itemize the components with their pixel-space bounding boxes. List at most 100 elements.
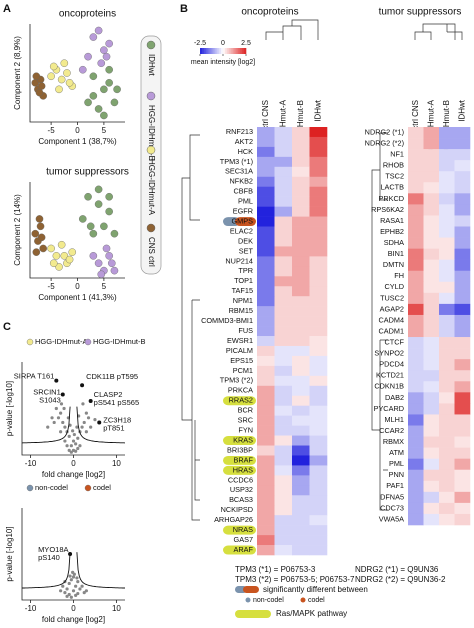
- colorbar-step: [226, 48, 230, 54]
- heatmap-cell: [454, 392, 471, 404]
- point: [39, 244, 47, 253]
- row-label: TAF15: [232, 286, 253, 295]
- pathway-highlight: [223, 455, 256, 465]
- heatmap-cell: [454, 160, 471, 172]
- significance-highlight: [235, 217, 256, 227]
- legend-swatch: [84, 338, 92, 346]
- point: [47, 72, 55, 81]
- heatmap-cell: [274, 127, 293, 138]
- heatmap-cell: [439, 480, 455, 493]
- legend-box: [140, 35, 162, 275]
- legend-label: non-codel: [253, 597, 284, 604]
- point: [105, 79, 113, 87]
- panel-label: B: [180, 3, 188, 15]
- heatmap-cell: [454, 359, 471, 371]
- row-label: PDCD4: [379, 360, 404, 369]
- pathway-highlight: [223, 525, 256, 535]
- heatmap-cell: [454, 314, 471, 327]
- heatmap-cell: [257, 525, 275, 536]
- heatmap-cell: [408, 281, 424, 294]
- row-label: GMPS: [232, 216, 254, 225]
- row-label: PAF1: [386, 481, 404, 490]
- point: [59, 402, 64, 406]
- heatmap-cell: [309, 156, 328, 168]
- column-label: ctrl CNS: [411, 100, 420, 130]
- heatmap-cell: [274, 385, 293, 397]
- row-label: BCR: [238, 406, 253, 415]
- row-label: TUSC2: [380, 293, 404, 302]
- heatmap-cell: [439, 281, 455, 294]
- point: [59, 411, 63, 415]
- heatmap-cell: [309, 256, 328, 267]
- heatmap-cell: [454, 138, 471, 150]
- point: [76, 436, 80, 440]
- highlight-point: [68, 552, 73, 556]
- heatmap-cell: [309, 146, 328, 158]
- row-label: PML: [389, 459, 404, 468]
- point: [68, 574, 72, 578]
- heatmap-cell: [292, 296, 310, 307]
- annotation: S1043: [39, 396, 61, 405]
- heatmap-cell: [257, 415, 275, 426]
- heatmap-cell: [257, 266, 275, 277]
- row-label: RBM15: [229, 306, 253, 315]
- heatmap-cell: [423, 270, 440, 283]
- pathway-highlight: [223, 396, 256, 406]
- point: [84, 589, 88, 593]
- legend-label: CNS ctrl: [147, 237, 156, 267]
- point: [35, 215, 44, 223]
- heatmap-cell: [454, 403, 471, 415]
- row-label: NDRG2 (*1): [365, 127, 404, 136]
- heatmap-cell: [309, 286, 328, 297]
- heatmap-cell: [423, 248, 440, 260]
- point: [65, 594, 69, 598]
- point: [76, 591, 80, 596]
- row-label: DFNA5: [380, 492, 404, 501]
- heatmap-cell: [439, 204, 455, 216]
- heatmap-cell: [454, 370, 471, 382]
- heatmap-cell: [292, 345, 310, 357]
- point: [63, 439, 67, 443]
- point: [78, 65, 87, 74]
- heatmap-cell: [309, 525, 328, 536]
- colorbar-step: [213, 48, 216, 54]
- legend-label: significantly different between: [263, 585, 368, 594]
- x-axis-label: fold change [log2]: [42, 615, 105, 624]
- heatmap-cell: [439, 491, 455, 504]
- heatmap-cell: [257, 345, 275, 357]
- point: [50, 416, 54, 420]
- heatmap-cell: [454, 425, 471, 437]
- heatmap-cell: [257, 186, 275, 197]
- legend-swatch: [84, 484, 92, 492]
- heatmap-cell: [423, 359, 440, 371]
- heatmap-cell: [454, 502, 471, 515]
- heatmap-cell: [257, 455, 275, 466]
- heatmap-cell: [274, 375, 293, 387]
- heatmap-cell: [423, 480, 440, 493]
- point: [36, 222, 45, 231]
- heatmap-cell: [309, 425, 328, 436]
- axis: [29, 182, 125, 279]
- heatmap-cell: [439, 337, 455, 349]
- legend-label: codel: [93, 483, 111, 492]
- heatmap-cell: [309, 485, 328, 496]
- point: [100, 46, 108, 54]
- row-label: ARAF: [234, 545, 254, 554]
- heatmap-cell: [309, 455, 328, 466]
- legend-swatch: [300, 597, 306, 603]
- colorbar-step: [207, 48, 210, 54]
- point: [56, 416, 61, 420]
- colorbar-step: [203, 48, 207, 54]
- colorbar-step: [230, 48, 233, 54]
- colorbar-step: [236, 48, 239, 54]
- heatmap-cell: [439, 215, 455, 227]
- heatmap-cell: [257, 545, 275, 556]
- heatmap-cell: [423, 171, 440, 183]
- heatmap-cell: [257, 286, 275, 297]
- point: [86, 416, 91, 420]
- row-label: CCAR2: [379, 426, 404, 435]
- point: [65, 587, 69, 591]
- heatmap-cell: [408, 138, 424, 150]
- heatmap-cell: [454, 171, 471, 183]
- heatmap-cell: [257, 236, 275, 247]
